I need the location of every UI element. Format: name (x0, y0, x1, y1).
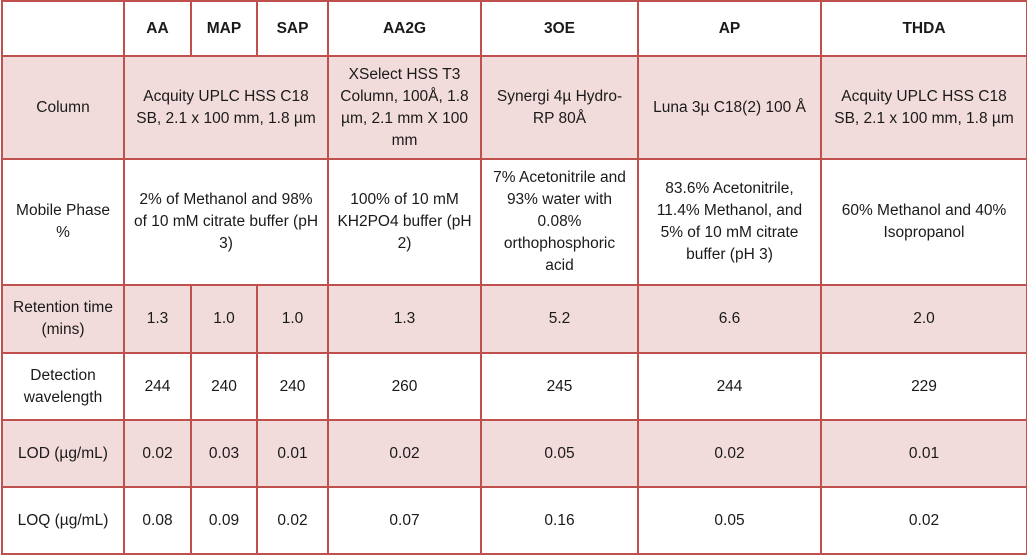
column-aa-map-sap: Acquity UPLC HSS C18 SB, 2.1 x 100 mm, 1… (123, 55, 329, 160)
lod-thda: 0.01 (820, 419, 1027, 488)
mobile-phase-ap: 83.6% Acetonitrile, 11.4% Methanol, and … (637, 158, 822, 286)
column-row: Column Acquity UPLC HSS C18 SB, 2.1 x 10… (1, 55, 1027, 160)
retention-ap: 6.6 (637, 284, 822, 354)
column-aa2g: XSelect HSS T3 Column, 100Å, 1.8 µm, 2.1… (327, 55, 482, 160)
row-label-retention: Retention time (mins) (1, 284, 125, 354)
column-thda: Acquity UPLC HSS C18 SB, 2.1 x 100 mm, 1… (820, 55, 1027, 160)
loq-ap: 0.05 (637, 486, 822, 555)
header-3oe: 3OE (480, 0, 639, 57)
row-label-column: Column (1, 55, 125, 160)
lod-aa2g: 0.02 (327, 419, 482, 488)
lod-sap: 0.01 (256, 419, 329, 488)
detection-sap: 240 (256, 352, 329, 421)
loq-aa2g: 0.07 (327, 486, 482, 555)
header-aa: AA (123, 0, 192, 57)
row-label-lod: LOD (µg/mL) (1, 419, 125, 488)
header-map: MAP (190, 0, 258, 57)
retention-sap: 1.0 (256, 284, 329, 354)
retention-map: 1.0 (190, 284, 258, 354)
lod-map: 0.03 (190, 419, 258, 488)
retention-row: Retention time (mins) 1.3 1.0 1.0 1.3 5.… (1, 284, 1027, 354)
detection-map: 240 (190, 352, 258, 421)
detection-aa2g: 260 (327, 352, 482, 421)
lod-ap: 0.02 (637, 419, 822, 488)
detection-aa: 244 (123, 352, 192, 421)
mobile-phase-3oe: 7% Acetonitrile and 93% water with 0.08%… (480, 158, 639, 286)
mobile-phase-aa-map-sap: 2% of Methanol and 98% of 10 mM citrate … (123, 158, 329, 286)
loq-row: LOQ (µg/mL) 0.08 0.09 0.02 0.07 0.16 0.0… (1, 486, 1027, 555)
retention-thda: 2.0 (820, 284, 1027, 354)
mobile-phase-thda: 60% Methanol and 40% Isopropanol (820, 158, 1027, 286)
loq-aa: 0.08 (123, 486, 192, 555)
detection-thda: 229 (820, 352, 1027, 421)
mobile-phase-row: Mobile Phase % 2% of Methanol and 98% of… (1, 158, 1027, 286)
header-row: AA MAP SAP AA2G 3OE AP THDA (1, 0, 1027, 57)
lod-row: LOD (µg/mL) 0.02 0.03 0.01 0.02 0.05 0.0… (1, 419, 1027, 488)
column-ap: Luna 3µ C18(2) 100 Å (637, 55, 822, 160)
header-aa2g: AA2G (327, 0, 482, 57)
retention-3oe: 5.2 (480, 284, 639, 354)
loq-sap: 0.02 (256, 486, 329, 555)
row-label-detection: Detection wavelength (1, 352, 125, 421)
loq-thda: 0.02 (820, 486, 1027, 555)
detection-ap: 244 (637, 352, 822, 421)
row-label-mobile-phase: Mobile Phase % (1, 158, 125, 286)
detection-3oe: 245 (480, 352, 639, 421)
loq-3oe: 0.16 (480, 486, 639, 555)
header-thda: THDA (820, 0, 1027, 57)
retention-aa2g: 1.3 (327, 284, 482, 354)
loq-map: 0.09 (190, 486, 258, 555)
column-3oe: Synergi 4µ Hydro-RP 80Å (480, 55, 639, 160)
detection-row: Detection wavelength 244 240 240 260 245… (1, 352, 1027, 421)
lod-aa: 0.02 (123, 419, 192, 488)
header-ap: AP (637, 0, 822, 57)
header-sap: SAP (256, 0, 329, 57)
lod-3oe: 0.05 (480, 419, 639, 488)
row-label-loq: LOQ (µg/mL) (1, 486, 125, 555)
mobile-phase-aa2g: 100% of 10 mM KH2PO4 buffer (pH 2) (327, 158, 482, 286)
header-corner-cell (1, 0, 125, 57)
retention-aa: 1.3 (123, 284, 192, 354)
